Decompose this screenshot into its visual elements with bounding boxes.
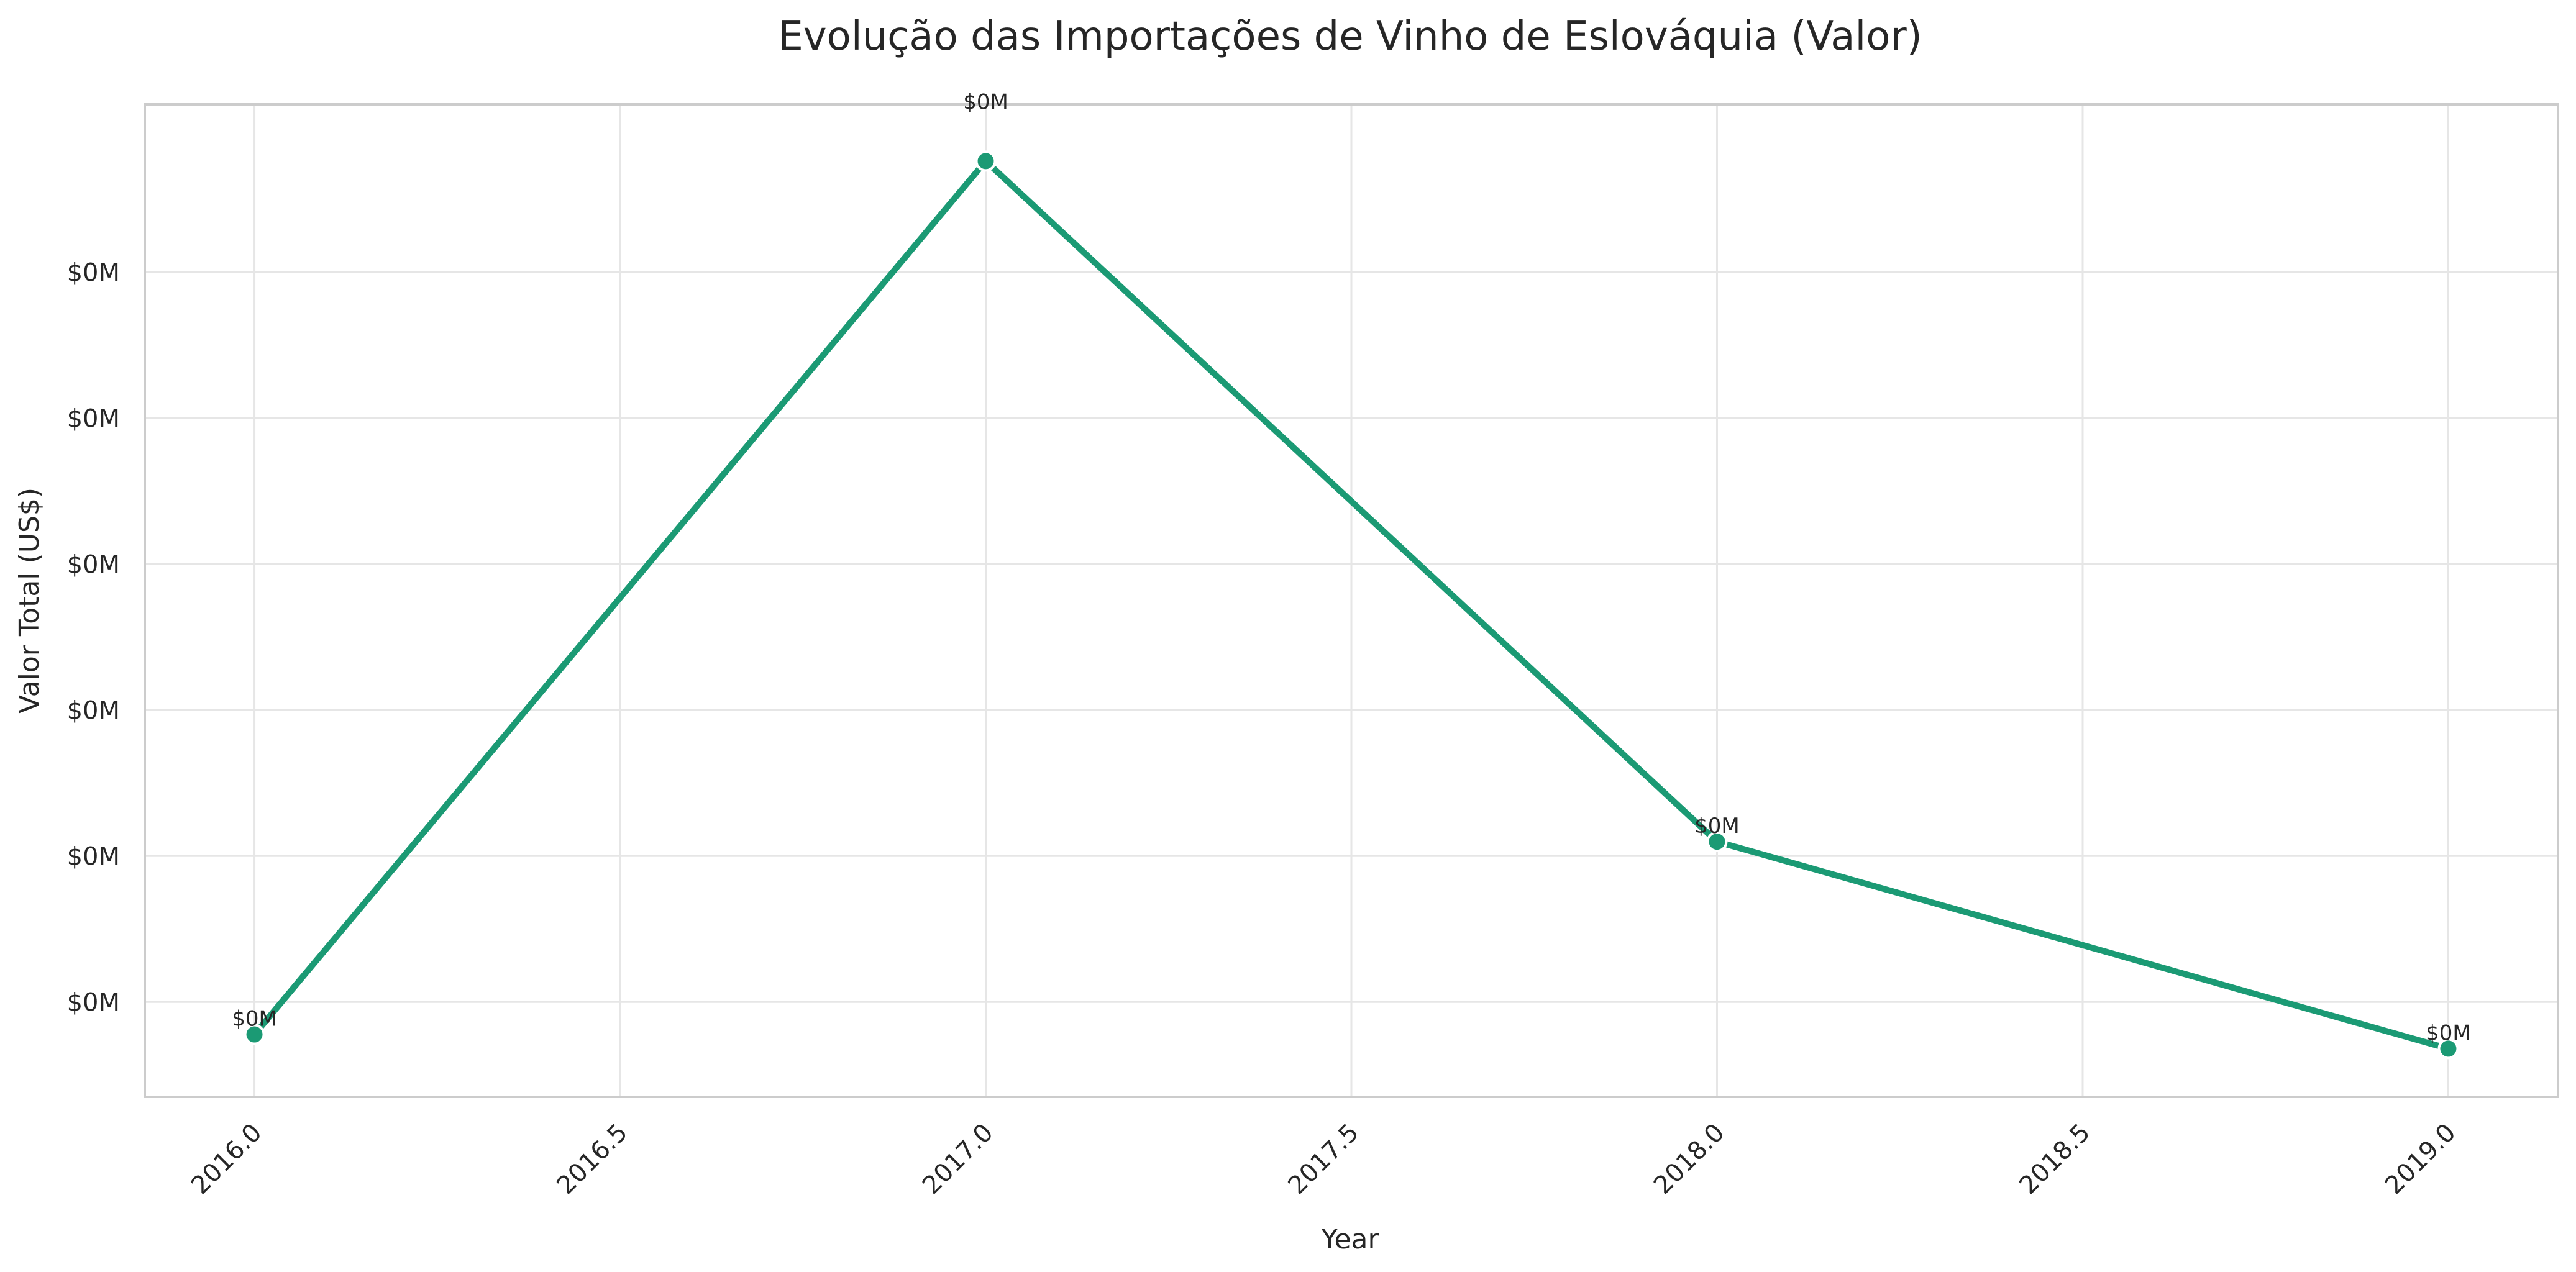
chart-title: Evolução das Importações de Vinho de Esl… (778, 14, 1922, 60)
y-tick-label: $0M (67, 404, 120, 433)
series-layer: $0M $0M $0M $0M (232, 89, 2471, 1060)
data-point (2437, 1038, 2459, 1060)
grid-lines (145, 104, 2558, 1097)
series-line (252, 158, 2449, 1052)
data-label: $0M (963, 89, 1008, 114)
y-axis-ticks: $0M $0M $0M $0M $0M $0M (67, 258, 120, 1017)
data-label: $0M (232, 1007, 277, 1032)
plot-frame (144, 103, 2559, 1098)
data-point (1706, 831, 1728, 853)
y-tick-label: $0M (67, 988, 120, 1017)
y-tick-label: $0M (67, 842, 120, 871)
data-point (244, 1024, 265, 1045)
x-axis-ticks: 2016.0 2016.5 2017.0 2017.5 2018.0 2018.5 2019… (186, 1119, 2461, 1200)
data-point (975, 150, 997, 172)
y-tick-label: $0M (67, 550, 120, 579)
data-label: $0M (2426, 1020, 2471, 1045)
x-tick-label: 2017.0 (917, 1119, 998, 1200)
x-tick-label: 2019.0 (2380, 1119, 2461, 1200)
x-axis-label: Year (1320, 1224, 1379, 1255)
y-tick-label: $0M (67, 258, 120, 287)
y-tick-label: $0M (67, 696, 120, 725)
x-tick-label: 2016.0 (186, 1119, 267, 1200)
y-axis-label: Valor Total (US$) (14, 488, 45, 714)
x-tick-label: 2016.5 (552, 1119, 633, 1200)
x-tick-label: 2018.0 (1648, 1119, 1730, 1200)
data-label: $0M (1694, 814, 1740, 838)
x-tick-label: 2017.5 (1283, 1119, 1364, 1200)
x-tick-label: 2018.5 (2014, 1119, 2096, 1200)
